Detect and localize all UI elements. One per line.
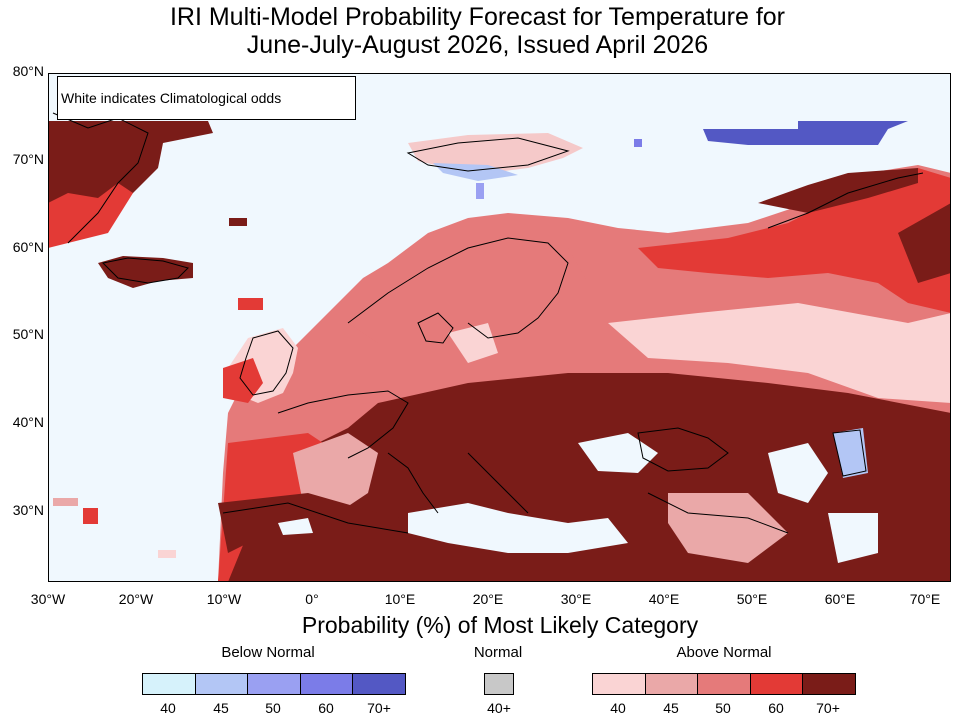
swatch-below-40 — [143, 674, 196, 694]
title-line-2: June-July-August 2026, Issued April 2026 — [246, 31, 709, 59]
lat-label-50: 50°N — [12, 326, 44, 342]
lat-label-40: 40°N — [12, 414, 44, 430]
legend-normal-label: Normal — [473, 644, 523, 661]
region-iceland — [98, 256, 193, 288]
map-border — [48, 73, 951, 582]
lon-label-30e: 30°E — [560, 591, 592, 607]
swatch-below-70 — [353, 674, 405, 694]
swatch-above-70 — [803, 674, 855, 694]
legend-below-value-70: 70+ — [367, 700, 391, 716]
lat-label-80: 80°N — [12, 63, 44, 79]
forecast-map — [48, 73, 951, 582]
climatology-note: White indicates Climatological odds — [57, 76, 356, 120]
legend-below-value-50: 50 — [265, 700, 281, 716]
swatch-below-45 — [195, 674, 249, 694]
legend-below-value-40: 40 — [160, 700, 176, 716]
swatch-above-60 — [750, 674, 804, 694]
legend-above-value-45: 45 — [663, 700, 679, 716]
legend-above-value-60: 60 — [768, 700, 784, 716]
swatch-below-60 — [300, 674, 354, 694]
lon-label-50e: 50°E — [736, 591, 768, 607]
lon-label-60e: 60°E — [824, 591, 856, 607]
region-novaya-zemlya-blue — [703, 121, 908, 145]
swatch-normal-40 — [485, 674, 513, 694]
lon-label-70e: 70°E — [909, 591, 941, 607]
legend-above-value-50: 50 — [715, 700, 731, 716]
legend-above-value-70: 70+ — [816, 700, 840, 716]
lon-label-30w: 30°W — [30, 591, 66, 607]
legend-normal-value: 40+ — [487, 700, 511, 716]
lon-label-20e: 20°E — [472, 591, 504, 607]
lon-label-0: 0° — [305, 591, 319, 607]
lat-label-70: 70°N — [12, 151, 44, 167]
legend-below-label: Below Normal — [221, 644, 315, 661]
lon-label-40e: 40°E — [648, 591, 680, 607]
lat-label-60: 60°N — [12, 239, 44, 255]
legend-normal-swatch — [484, 673, 514, 695]
axis-title: Probability (%) of Most Likely Category — [301, 612, 699, 638]
region-scandinavia — [348, 233, 588, 363]
lon-label-10w: 10°W — [206, 591, 242, 607]
lon-label-10e: 10°E — [384, 591, 416, 607]
legend-above-swatches — [592, 673, 856, 695]
swatch-above-40 — [593, 674, 646, 694]
swatch-above-45 — [645, 674, 699, 694]
region-greenland-south — [48, 183, 133, 248]
legend-above-value-40: 40 — [610, 700, 626, 716]
legend-below-value-60: 60 — [318, 700, 334, 716]
region-mediterranean-clim — [408, 503, 628, 553]
legend-below-swatches — [142, 673, 406, 695]
legend-below-value-45: 45 — [213, 700, 229, 716]
lat-label-30: 30°N — [12, 502, 44, 518]
title-line-1: IRI Multi-Model Probability Forecast for… — [169, 3, 786, 31]
region-svalbard — [408, 133, 583, 173]
swatch-above-50 — [698, 674, 751, 694]
lon-label-20w: 20°W — [118, 591, 154, 607]
swatch-below-50 — [248, 674, 301, 694]
legend-above-label: Above Normal — [676, 644, 772, 661]
